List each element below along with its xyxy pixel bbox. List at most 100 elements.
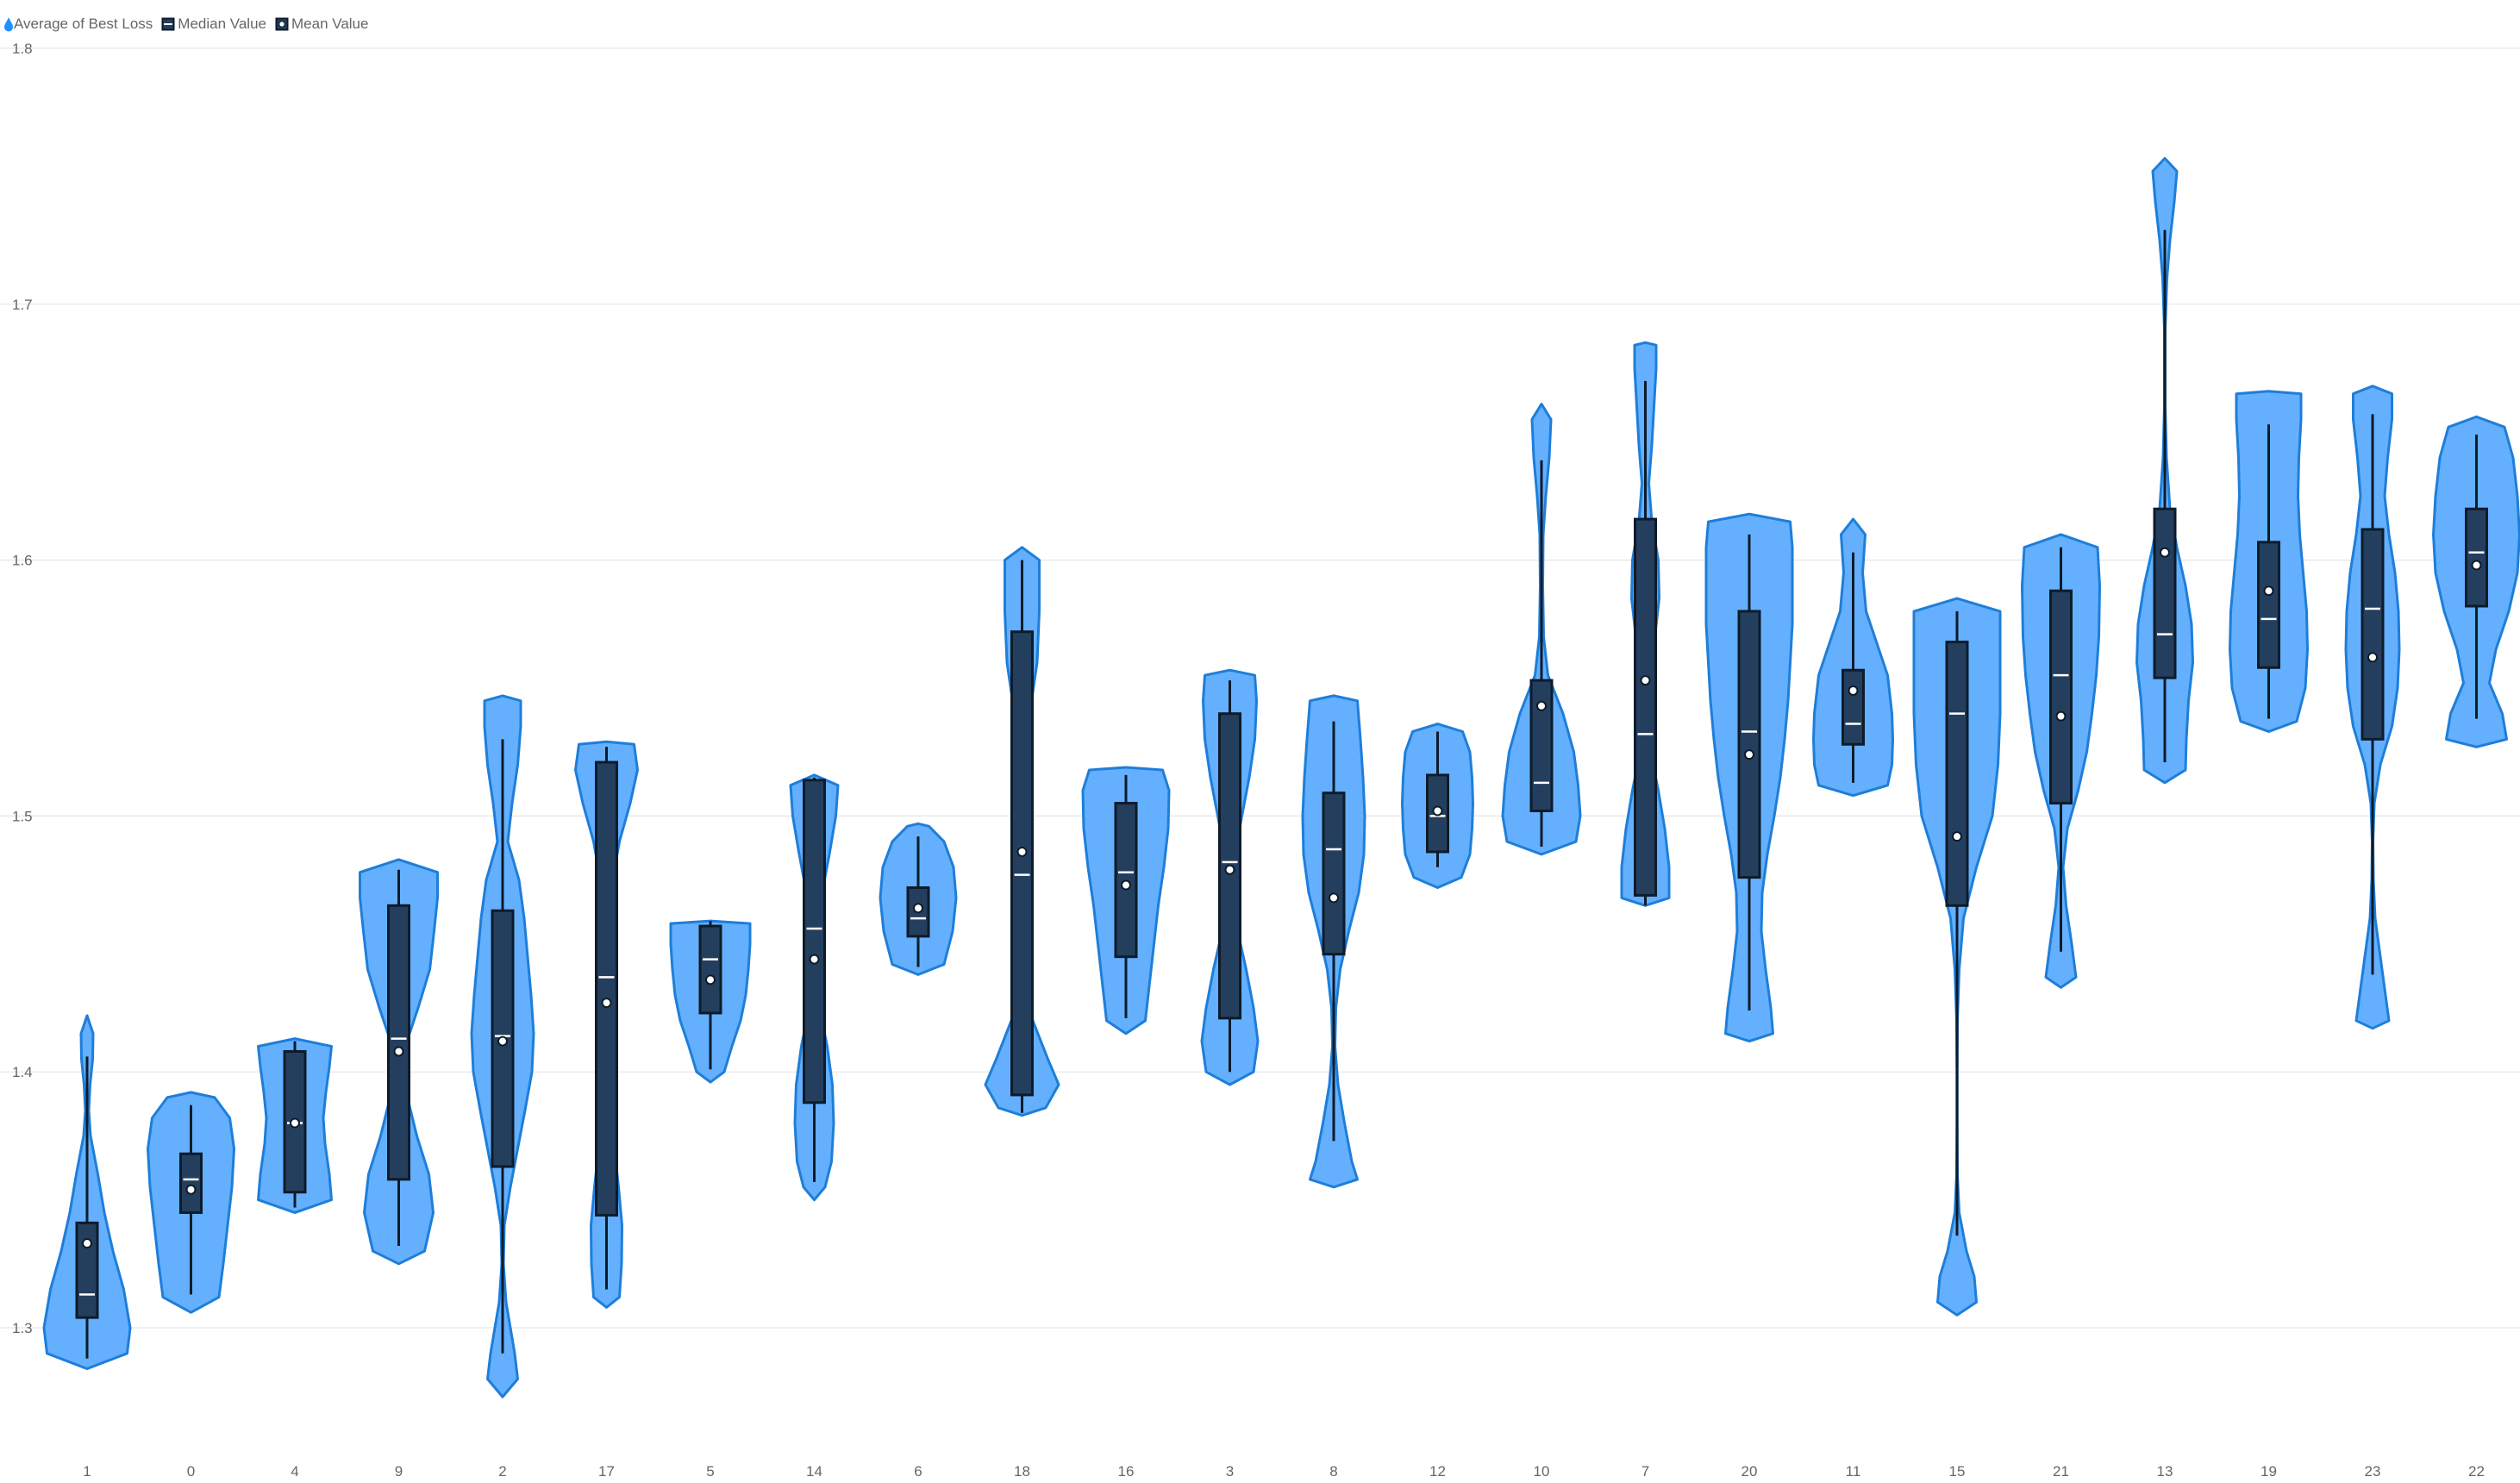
- violin-group-2: [470, 694, 535, 1399]
- mean-marker: [705, 974, 716, 986]
- x-tick-label: 14: [806, 1463, 822, 1480]
- mean-marker: [2160, 547, 2170, 558]
- mean-marker: [1329, 892, 1339, 904]
- iqr-box: [803, 779, 826, 1104]
- x-tick-label: 2: [498, 1463, 506, 1480]
- violin-group-19: [2229, 390, 2309, 733]
- iqr-box: [1945, 641, 1969, 907]
- mean-marker: [497, 1036, 508, 1047]
- iqr-box: [1842, 668, 1865, 746]
- legend-item-series: Average of Best Loss: [3, 16, 153, 33]
- violin-group-17: [574, 740, 639, 1309]
- mean-marker: [290, 1117, 300, 1129]
- violin-group-5: [669, 919, 752, 1084]
- y-tick-label: 1.3: [12, 1320, 33, 1336]
- x-tick-label: 9: [395, 1463, 403, 1480]
- violin-group-15: [1912, 597, 2002, 1317]
- x-tick-label: 8: [1329, 1463, 1337, 1480]
- y-tick-label: 1.7: [12, 297, 33, 313]
- legend-mean-label: Mean Value: [291, 16, 369, 32]
- violin-group-6: [879, 822, 958, 976]
- iqr-box: [595, 760, 618, 1217]
- violin-group-13: [2135, 157, 2194, 785]
- y-axis: 1.3 1.4 1.5 1.6 1.7 1.8: [12, 41, 33, 1336]
- violin-group-7: [1620, 341, 1671, 907]
- violin-group-11: [1812, 517, 1894, 798]
- legend: Average of Best Loss Median Value Mean V…: [3, 14, 368, 34]
- mean-marker-icon: [275, 17, 289, 31]
- mean-marker: [2055, 710, 2067, 722]
- x-tick-label: 4: [291, 1463, 298, 1480]
- mean-marker: [2367, 652, 2378, 663]
- violin-group-14: [789, 773, 840, 1202]
- mean-marker: [1952, 831, 1962, 842]
- mean-marker: [1744, 749, 1754, 760]
- legend-median-label: Median Value: [178, 16, 266, 32]
- mean-marker: [185, 1184, 197, 1195]
- y-tick-label: 1.4: [12, 1064, 33, 1080]
- violin-group-16: [1081, 766, 1171, 1036]
- gridlines: [0, 47, 2520, 1329]
- x-tick-label: 1: [83, 1463, 91, 1480]
- median-box-icon: [161, 17, 175, 31]
- x-tick-label: 17: [598, 1463, 615, 1480]
- mean-marker: [2263, 585, 2274, 597]
- mean-marker: [1848, 685, 1859, 696]
- x-tick-label: 21: [2053, 1463, 2069, 1480]
- iqr-box: [1322, 792, 1346, 956]
- y-tick-label: 1.6: [12, 553, 33, 569]
- mean-marker: [2471, 560, 2482, 571]
- iqr-box: [2361, 528, 2385, 741]
- iqr-box: [1114, 802, 1138, 959]
- x-tick-label: 23: [2365, 1463, 2381, 1480]
- iqr-box: [2257, 541, 2280, 669]
- x-tick-label: 22: [2468, 1463, 2485, 1480]
- violin-group-23: [2344, 385, 2401, 1030]
- violin-group-9: [359, 858, 439, 1266]
- legend-item-mean: Mean Value: [275, 16, 368, 33]
- violin-group-0: [147, 1091, 235, 1314]
- iqr-box: [2465, 507, 2488, 608]
- mean-marker: [1016, 846, 1028, 857]
- violin-group-1: [42, 1014, 132, 1370]
- droplet-icon: [4, 17, 13, 32]
- x-tick-label: 5: [706, 1463, 714, 1480]
- mean-marker: [82, 1238, 92, 1249]
- mean-marker: [393, 1046, 404, 1057]
- violin-group-3: [1200, 668, 1260, 1086]
- violin-group-4: [257, 1037, 333, 1214]
- mean-marker: [1224, 864, 1235, 875]
- mean-marker: [809, 954, 820, 965]
- mean-marker: [913, 903, 923, 914]
- iqr-box: [2049, 589, 2073, 805]
- iqr-box: [1010, 630, 1034, 1097]
- plot-area: [42, 157, 2520, 1399]
- iqr-box: [179, 1152, 203, 1214]
- iqr-box: [2153, 507, 2177, 679]
- x-tick-label: 6: [914, 1463, 922, 1480]
- legend-item-median: Median Value: [161, 16, 266, 33]
- violin-group-12: [1401, 723, 1474, 889]
- violin-group-20: [1704, 512, 1794, 1043]
- x-tick-label: 16: [1118, 1463, 1135, 1480]
- iqr-box: [1737, 610, 1761, 879]
- x-tick-label: 20: [1741, 1463, 1758, 1480]
- violin-group-10: [1501, 403, 1582, 856]
- iqr-box: [1529, 679, 1554, 812]
- iqr-box: [75, 1221, 99, 1319]
- iqr-box: [1634, 517, 1657, 897]
- iqr-box: [698, 924, 722, 1015]
- violin-group-18: [984, 546, 1060, 1117]
- x-axis: 1 0 4 9 2 17 5 14 6 18 16 3 8 12 10 7 20 11 15 21 13 19 23 22: [83, 1463, 2485, 1480]
- x-tick-label: 0: [187, 1463, 195, 1480]
- x-tick-label: 12: [1429, 1463, 1446, 1480]
- mean-marker: [1432, 805, 1443, 817]
- y-tick-label: 1.8: [12, 41, 33, 57]
- legend-series-label: Average of Best Loss: [14, 16, 153, 32]
- mean-marker: [601, 998, 612, 1009]
- x-tick-label: 18: [1014, 1463, 1030, 1480]
- x-tick-label: 10: [1534, 1463, 1550, 1480]
- iqr-box: [387, 904, 410, 1181]
- x-tick-label: 13: [2157, 1463, 2173, 1480]
